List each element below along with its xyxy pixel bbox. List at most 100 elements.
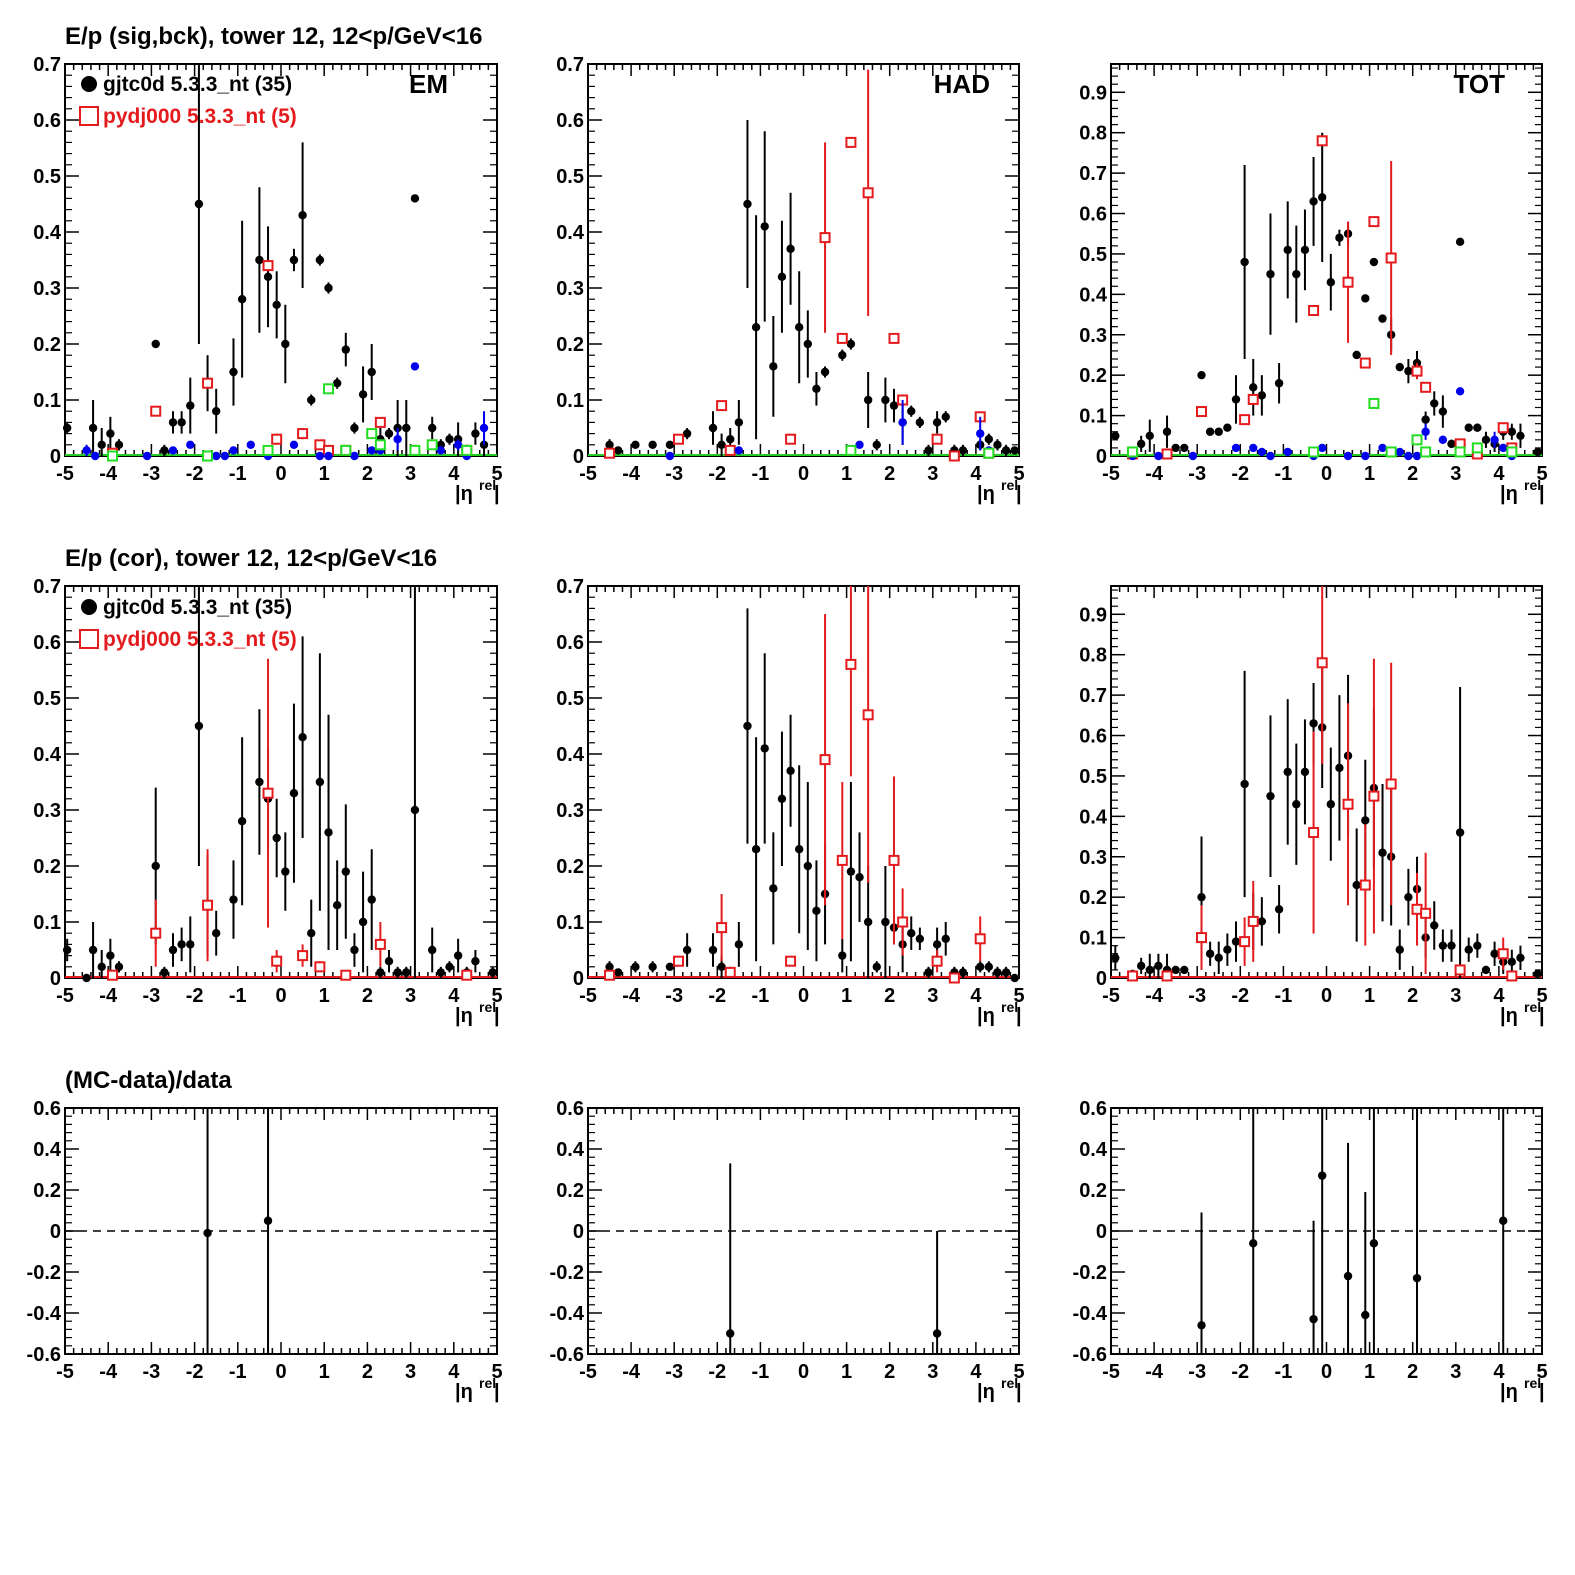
x-axis-label: |η bbox=[977, 483, 995, 505]
mc-marker bbox=[974, 933, 986, 945]
y-tick-label: 0.1 bbox=[556, 912, 584, 934]
x-tick-label: 3 bbox=[405, 985, 416, 1007]
panel-em-cor: -5 -4 -3 -2 -1 0 1 2 3 4 5 0 0.1 0.2 0.3 0.4 0.5 0.6 0.7 |η… bbox=[33, 576, 502, 1027]
data-point bbox=[376, 968, 385, 977]
y-tick-label: 0.6 bbox=[1079, 1098, 1107, 1120]
data-point bbox=[1361, 1310, 1370, 1320]
data-point bbox=[1378, 848, 1387, 857]
data-point bbox=[838, 951, 847, 960]
x-axis-label: |η bbox=[977, 1381, 995, 1403]
data-point bbox=[932, 418, 942, 427]
bkg_mc-marker bbox=[107, 450, 119, 462]
bkg_data-point bbox=[168, 446, 178, 455]
plot-frame bbox=[587, 585, 1020, 979]
data-point bbox=[1240, 257, 1249, 267]
x-axis-label: |η bbox=[1500, 1381, 1518, 1403]
data-point bbox=[1378, 314, 1387, 323]
x-tick-label: -2 bbox=[1231, 985, 1249, 1007]
bkg_data-point bbox=[1266, 451, 1275, 461]
bkg_mc-marker bbox=[202, 450, 214, 462]
y-tick-label: 0.6 bbox=[1079, 204, 1107, 226]
y-tick-label: 0.4 bbox=[556, 222, 585, 244]
x-tick-label: -2 bbox=[1231, 1361, 1249, 1383]
data-point bbox=[1292, 800, 1301, 809]
bkg_data-point bbox=[1154, 451, 1163, 461]
data-point bbox=[177, 418, 186, 427]
x-tick-label: 4 bbox=[970, 985, 982, 1007]
bkg_mc-marker bbox=[366, 428, 378, 440]
bkg_data-point bbox=[289, 440, 299, 449]
tag-em: EM bbox=[409, 69, 448, 99]
x-axis-label-end: | bbox=[1016, 1381, 1022, 1403]
mc-marker bbox=[1342, 276, 1354, 288]
x-axis-label-end: | bbox=[494, 483, 500, 505]
bkg_data-point bbox=[1404, 451, 1413, 461]
y-tick-label: 0.5 bbox=[33, 688, 61, 710]
mc-marker bbox=[862, 709, 874, 721]
x-tick-label: -4 bbox=[99, 1361, 118, 1383]
x-tick-label: -4 bbox=[1145, 1361, 1164, 1383]
panel-tot-sigbck: -5 -4 -3 -2 -1 0 1 2 3 4 5 0 0.1 0.2 0.3 0.4 0.5 0.6 0.7 0.… bbox=[1079, 63, 1548, 505]
y-tick-label: 0.6 bbox=[33, 632, 61, 654]
data-point bbox=[760, 222, 769, 231]
data-point bbox=[976, 962, 985, 971]
data-point bbox=[272, 833, 281, 843]
data-point bbox=[1257, 391, 1267, 400]
data-point bbox=[88, 945, 98, 955]
x-tick-label: -3 bbox=[143, 1361, 161, 1383]
x-axis-label-end: | bbox=[1539, 1381, 1545, 1403]
y-tick-label: 0 bbox=[50, 968, 61, 990]
bkg_data-point bbox=[1188, 451, 1198, 461]
data-point bbox=[471, 429, 480, 438]
data-point bbox=[872, 440, 881, 449]
bkg_mc-marker bbox=[983, 447, 995, 459]
y-tick-label: 0 bbox=[1096, 446, 1107, 468]
mc-marker bbox=[724, 966, 736, 978]
mc-marker bbox=[297, 428, 309, 440]
x-tick-label: 5 bbox=[1013, 985, 1024, 1007]
x-tick-label: 3 bbox=[927, 985, 938, 1007]
bkg_mc-marker bbox=[426, 439, 438, 451]
data-point bbox=[786, 766, 795, 775]
data-point bbox=[1223, 945, 1232, 954]
y-tick-label: -0.6 bbox=[1073, 1344, 1107, 1366]
x-axis-label-sup: rel bbox=[1524, 477, 1541, 493]
tag-had: HAD bbox=[934, 69, 990, 99]
data-point bbox=[1010, 446, 1019, 455]
data-point bbox=[1473, 423, 1482, 432]
data-point bbox=[803, 339, 813, 349]
data-point bbox=[1154, 961, 1163, 971]
x-axis-label-sup: rel bbox=[1001, 477, 1018, 493]
x-tick-label: 1 bbox=[1364, 1361, 1375, 1383]
data-point bbox=[324, 828, 333, 837]
x-axis-label: |η bbox=[1500, 1005, 1518, 1027]
data-point bbox=[453, 951, 463, 960]
x-tick-label: 5 bbox=[1013, 463, 1024, 485]
bkg_data-point bbox=[1361, 451, 1370, 461]
tag-tot: TOT bbox=[1453, 69, 1505, 99]
bkg_mc-marker bbox=[1420, 446, 1432, 458]
data-point bbox=[932, 940, 942, 949]
data-point bbox=[1292, 269, 1301, 279]
y-tick-label: 0.4 bbox=[1079, 1139, 1108, 1161]
data-point bbox=[177, 940, 186, 949]
y-tick-label: 0.5 bbox=[33, 166, 61, 188]
y-tick-label: 0.2 bbox=[556, 856, 584, 878]
y-tick-label: 0.7 bbox=[556, 576, 584, 598]
data-point bbox=[631, 440, 640, 449]
data-point bbox=[1447, 941, 1456, 950]
bkg_data-point bbox=[1249, 443, 1258, 453]
legend-data-marker bbox=[81, 76, 97, 92]
panel-had-cor: -5 -4 -3 -2 -1 0 1 2 3 4 5 0 0.1 0.2 0.3 0.4 0.5 0.6 0.7 |η… bbox=[556, 576, 1024, 1027]
data-point bbox=[1343, 1271, 1353, 1281]
bkg_data-point bbox=[1378, 443, 1387, 453]
data-point bbox=[194, 199, 204, 209]
data-point bbox=[341, 345, 350, 354]
x-tick-label: 5 bbox=[1536, 1361, 1547, 1383]
mc-marker bbox=[1308, 305, 1320, 317]
mc-marker bbox=[1368, 790, 1380, 802]
y-tick-label: 0.6 bbox=[1079, 726, 1107, 748]
data-point bbox=[941, 412, 950, 421]
data-point bbox=[1455, 237, 1465, 247]
x-tick-label: 0 bbox=[1321, 1361, 1332, 1383]
